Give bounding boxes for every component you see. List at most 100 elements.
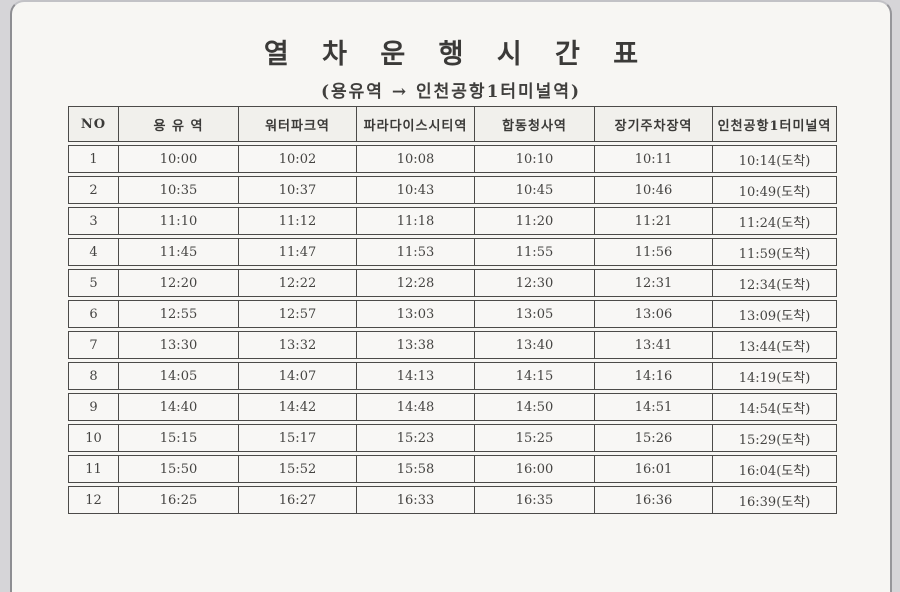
document-title: 열 차 운 행 시 간 표 bbox=[263, 39, 651, 70]
time-cell: 16:35 bbox=[475, 487, 595, 513]
time-cell: 12:31 bbox=[595, 270, 713, 296]
time-cell: 13:05 bbox=[475, 301, 595, 327]
time-cell: 13:38 bbox=[357, 332, 475, 358]
time-cell: 10:14(도착) bbox=[738, 153, 811, 169]
row-number-cell: 4 bbox=[69, 239, 119, 265]
time-cell: 15:29(도착) bbox=[738, 432, 811, 448]
row-number-cell: 6 bbox=[69, 301, 119, 327]
row-number-cell: 5 bbox=[69, 270, 119, 296]
time-cell: 16:25 bbox=[119, 487, 239, 513]
table-row: 3 11:10 11:12 11:18 11:20 11:21 11:24(도착) bbox=[68, 207, 837, 235]
time-cell: 15:15 bbox=[119, 425, 239, 451]
column-header-cell: 용 유 역 bbox=[119, 107, 239, 141]
time-cell: 11:18 bbox=[357, 208, 475, 234]
document-header: 열 차 운 행 시 간 표 (용유역 → 인천공항1터미널역) bbox=[12, 2, 890, 102]
time-cell: 13:44(도착) bbox=[738, 339, 811, 355]
row-number-cell: 11 bbox=[69, 456, 119, 482]
table-row: 5 12:20 12:22 12:28 12:30 12:31 12:34(도착) bbox=[68, 269, 837, 297]
time-cell: 12:30 bbox=[475, 270, 595, 296]
time-cell: 11:20 bbox=[475, 208, 595, 234]
time-cell: 10:00 bbox=[119, 146, 239, 172]
row-number-cell: 3 bbox=[69, 208, 119, 234]
row-number-cell: 10 bbox=[69, 425, 119, 451]
time-cell: 11:53 bbox=[357, 239, 475, 265]
time-cell: 14:40 bbox=[119, 394, 239, 420]
time-cell: 16:39(도착) bbox=[738, 494, 811, 510]
time-cell: 11:45 bbox=[119, 239, 239, 265]
time-cell: 13:41 bbox=[595, 332, 713, 358]
time-cell: 12:55 bbox=[119, 301, 239, 327]
time-cell: 14:19(도착) bbox=[738, 370, 811, 386]
time-cell: 16:00 bbox=[475, 456, 595, 482]
timetable: NO 용 유 역 워터파크역 파라다이스시티역 합동청사역 장기주차장역 인천공항1터미널역… bbox=[68, 106, 837, 517]
time-cell: 11:59(도착) bbox=[738, 246, 811, 262]
column-header-cell: 합동청사역 bbox=[475, 107, 595, 141]
time-cell: 10:11 bbox=[595, 146, 713, 172]
time-cell: 10:46 bbox=[595, 177, 713, 203]
time-cell: 10:35 bbox=[119, 177, 239, 203]
row-number-cell: 7 bbox=[69, 332, 119, 358]
time-cell: 14:05 bbox=[119, 363, 239, 389]
column-header-cell: 장기주차장역 bbox=[595, 107, 713, 141]
column-header-cell: 파라다이스시티역 bbox=[357, 107, 475, 141]
time-cell: 14:42 bbox=[239, 394, 357, 420]
time-cell: 16:33 bbox=[357, 487, 475, 513]
time-cell: 10:37 bbox=[239, 177, 357, 203]
table-row: 10 15:15 15:17 15:23 15:25 15:26 15:29(도착) bbox=[68, 424, 837, 452]
time-cell: 13:06 bbox=[595, 301, 713, 327]
time-cell: 10:02 bbox=[239, 146, 357, 172]
table-row: 2 10:35 10:37 10:43 10:45 10:46 10:49(도착) bbox=[68, 176, 837, 204]
time-cell: 11:12 bbox=[239, 208, 357, 234]
column-header-cell: 워터파크역 bbox=[239, 107, 357, 141]
time-cell: 15:58 bbox=[357, 456, 475, 482]
table-row: 4 11:45 11:47 11:53 11:55 11:56 11:59(도착) bbox=[68, 238, 837, 266]
time-cell: 13:40 bbox=[475, 332, 595, 358]
row-number-cell: 12 bbox=[69, 487, 119, 513]
time-cell: 14:15 bbox=[475, 363, 595, 389]
time-cell: 11:24(도착) bbox=[738, 215, 811, 231]
time-cell: 10:43 bbox=[357, 177, 475, 203]
document-subtitle: (용유역 → 인천공항1터미널역) bbox=[320, 82, 582, 102]
row-number-cell: 8 bbox=[69, 363, 119, 389]
time-cell: 13:09(도착) bbox=[738, 308, 811, 324]
time-cell: 10:08 bbox=[357, 146, 475, 172]
time-cell: 12:57 bbox=[239, 301, 357, 327]
time-cell: 11:10 bbox=[119, 208, 239, 234]
time-cell: 11:55 bbox=[475, 239, 595, 265]
row-number-cell: 2 bbox=[69, 177, 119, 203]
time-cell: 14:51 bbox=[595, 394, 713, 420]
table-row: 8 14:05 14:07 14:13 14:15 14:16 14:19(도착) bbox=[68, 362, 837, 390]
time-cell: 11:47 bbox=[239, 239, 357, 265]
row-number-cell: 1 bbox=[69, 146, 119, 172]
time-cell: 16:04(도착) bbox=[738, 463, 811, 479]
time-cell: 14:07 bbox=[239, 363, 357, 389]
time-cell: 11:56 bbox=[595, 239, 713, 265]
time-cell: 14:50 bbox=[475, 394, 595, 420]
time-cell: 14:48 bbox=[357, 394, 475, 420]
table-row: 12 16:25 16:27 16:33 16:35 16:36 16:39(도착) bbox=[68, 486, 837, 514]
time-cell: 16:27 bbox=[239, 487, 357, 513]
time-cell: 12:22 bbox=[239, 270, 357, 296]
time-cell: 12:28 bbox=[357, 270, 475, 296]
time-cell: 10:10 bbox=[475, 146, 595, 172]
table-header-row: NO 용 유 역 워터파크역 파라다이스시티역 합동청사역 장기주차장역 인천공항1터미널역 bbox=[68, 106, 837, 142]
table-row: 11 15:50 15:52 15:58 16:00 16:01 16:04(도착) bbox=[68, 455, 837, 483]
time-cell: 11:21 bbox=[595, 208, 713, 234]
row-number-cell: 9 bbox=[69, 394, 119, 420]
time-cell: 15:26 bbox=[595, 425, 713, 451]
time-cell: 13:30 bbox=[119, 332, 239, 358]
time-cell: 13:03 bbox=[357, 301, 475, 327]
time-cell: 14:16 bbox=[595, 363, 713, 389]
time-cell: 16:01 bbox=[595, 456, 713, 482]
time-cell: 13:32 bbox=[239, 332, 357, 358]
time-cell: 10:45 bbox=[475, 177, 595, 203]
time-cell: 15:52 bbox=[239, 456, 357, 482]
time-cell: 16:36 bbox=[595, 487, 713, 513]
table-row: 1 10:00 10:02 10:08 10:10 10:11 10:14(도착) bbox=[68, 145, 837, 173]
time-cell: 15:25 bbox=[475, 425, 595, 451]
table-row: 9 14:40 14:42 14:48 14:50 14:51 14:54(도착) bbox=[68, 393, 837, 421]
column-header-cell: 인천공항1터미널역 bbox=[717, 118, 832, 134]
time-cell: 15:17 bbox=[239, 425, 357, 451]
